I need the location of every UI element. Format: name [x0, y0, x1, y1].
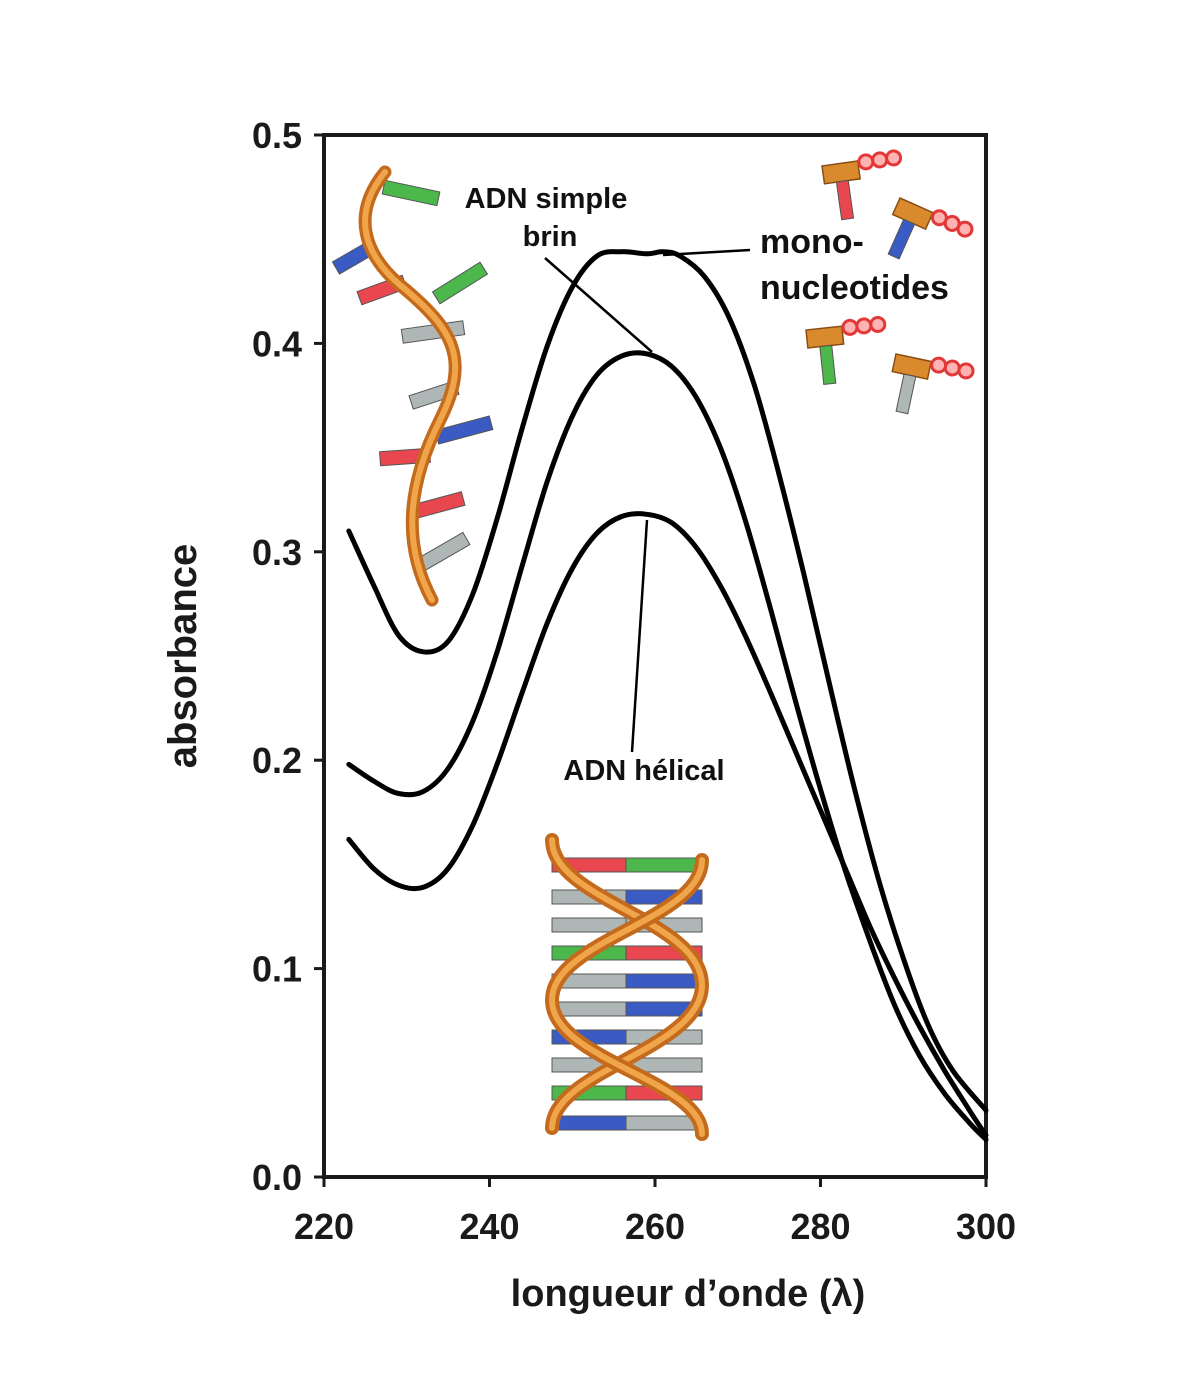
phosphate-circle — [956, 220, 974, 238]
double-helix-dna-icon — [544, 833, 710, 1141]
nucleotide-icon-green — [805, 315, 887, 385]
x-tick-label: 300 — [956, 1206, 1016, 1247]
base-block — [835, 179, 855, 221]
annotation-mononucleotides-line2: nucleotides — [760, 269, 949, 307]
annotation-single-strand-line2: brin — [523, 221, 578, 253]
x-tick-label: 280 — [790, 1206, 850, 1247]
base-block — [431, 261, 489, 305]
phosphate-circle — [869, 315, 887, 333]
y-axis-title: absorbance — [161, 544, 205, 769]
base-block — [625, 973, 703, 989]
illustrations — [331, 149, 975, 1141]
helical-dna-curve — [346, 511, 989, 1138]
curves — [346, 249, 989, 1142]
helical-leader-line — [630, 519, 649, 753]
helix-strand-highlight-2 — [548, 857, 705, 1137]
x-tick-label: 260 — [625, 1206, 685, 1247]
base-block — [551, 1001, 627, 1017]
axis-ticks: 220 240 260 280 300 0.0 0.1 0.2 0.3 0.4 0.5 — [252, 115, 1016, 1247]
single-strand-dna-icon — [331, 165, 494, 607]
helix-strand-highlight-1 — [549, 837, 706, 1131]
annotation-mononucleotides: mono- nucleotides — [760, 223, 949, 307]
phosphate-circle — [841, 318, 859, 336]
base-block — [887, 218, 916, 260]
phosphate-circle — [957, 362, 975, 380]
sugar-block — [805, 325, 845, 349]
annotation-single-strand-line1: ADN simple — [465, 183, 628, 215]
x-axis-title: longueur d’onde (λ) — [511, 1273, 866, 1315]
single-strand-dna-curve — [346, 350, 989, 1142]
annotation-single-strand: ADN simple brin — [465, 183, 636, 253]
mononucleotides-curve — [346, 249, 989, 1113]
annotation-helical: ADN hélical — [563, 755, 724, 787]
y-tick-label: 0.0 — [252, 1157, 302, 1198]
nucleotide-icon-red — [821, 149, 903, 221]
x-tick-label: 240 — [459, 1206, 519, 1247]
sugar-block — [821, 160, 862, 185]
y-tick-label: 0.5 — [252, 115, 302, 156]
annotation-mononucleotides-line1: mono- — [760, 223, 864, 261]
single-strand-leader-line — [544, 257, 653, 353]
phosphate-circle — [857, 153, 875, 171]
annotation-leaders — [544, 248, 751, 753]
x-tick-label: 220 — [294, 1206, 354, 1247]
y-tick-label: 0.4 — [252, 323, 302, 364]
nucleotide-icon-gray — [891, 353, 975, 415]
base-block — [819, 344, 837, 385]
base-block — [625, 857, 703, 873]
mononucleotides-leader-line — [662, 248, 751, 257]
phosphate-circle — [885, 149, 903, 167]
y-tick-label: 0.1 — [252, 949, 302, 990]
phosphate-circle — [855, 317, 873, 335]
y-tick-label: 0.2 — [252, 740, 302, 781]
single-strand-backbone-highlight — [362, 169, 459, 603]
phosphate-circle — [871, 151, 889, 169]
nucleotide-icon-blue — [887, 197, 974, 260]
base-block — [381, 179, 441, 207]
base-block — [551, 1115, 627, 1131]
y-tick-label: 0.3 — [252, 532, 302, 573]
annotation-helical-line1: ADN hélical — [563, 755, 724, 787]
base-block — [895, 373, 917, 415]
labels: longueur d’onde (λ) absorbance ADN simpl… — [161, 183, 949, 1315]
